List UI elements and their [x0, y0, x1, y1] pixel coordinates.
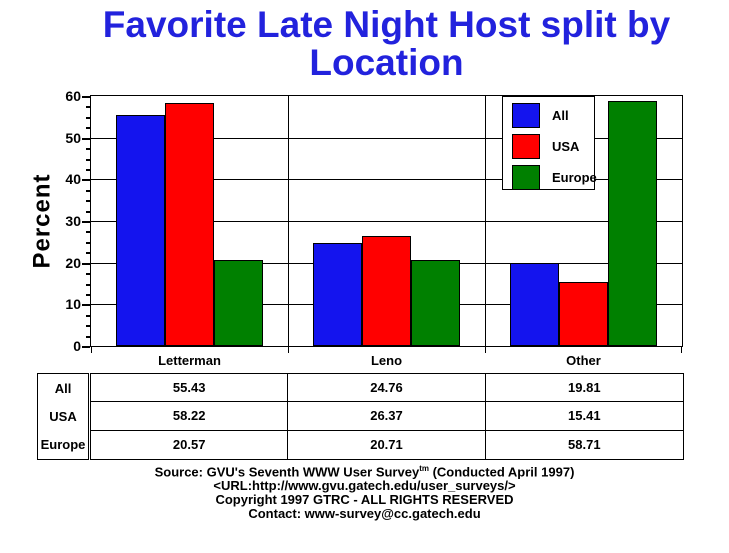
legend-label: Europe: [552, 170, 597, 185]
y-major-tick: [82, 96, 90, 98]
bar-usa-leno: [362, 236, 411, 346]
y-tick-label: 0: [73, 338, 81, 354]
table-row-header: All: [54, 380, 72, 396]
x-tick: [681, 347, 682, 353]
category-label: Other: [566, 353, 601, 368]
y-major-tick: [82, 138, 90, 140]
y-minor-tick: [86, 336, 90, 338]
x-tick: [91, 347, 92, 353]
table-cell: 19.81: [485, 374, 683, 403]
y-minor-tick: [86, 315, 90, 317]
gridline: [91, 138, 682, 139]
table-cell: 20.71: [288, 430, 486, 459]
y-minor-tick: [86, 200, 90, 202]
y-minor-tick: [86, 284, 90, 286]
y-tick-label: 10: [65, 296, 81, 312]
legend-label: All: [552, 108, 569, 123]
y-tick-label: 20: [65, 255, 81, 271]
legend-item-all: All: [512, 103, 569, 128]
table-cell: 58.71: [568, 437, 601, 453]
footer-source-line: Source: GVU's Seventh WWW User Surveytm …: [154, 464, 575, 480]
y-minor-tick: [86, 325, 90, 327]
legend-item-usa: USA: [512, 134, 579, 159]
y-minor-tick: [86, 169, 90, 171]
bar-europe-other: [608, 101, 657, 346]
footer: Source: GVU's Seventh WWW User Surveytm …: [0, 462, 729, 521]
category-label: Leno: [370, 353, 403, 368]
bar-all-letterman: [116, 115, 165, 346]
table-cell: 15.41: [485, 402, 683, 431]
footer-copyright-line: Copyright 1997 GTRC - ALL RIGHTS RESERVE…: [215, 492, 514, 508]
y-tick-label: 60: [65, 88, 81, 104]
plot-area: 0 10 20 30 40 50 60 Letterman Leno Other All USA Eur…: [65, 88, 683, 368]
y-minor-tick: [86, 159, 90, 161]
x-tick: [485, 347, 486, 353]
chart-title-line2: Location: [309, 42, 464, 83]
category-label: Letterman: [158, 353, 221, 368]
y-minor-tick: [86, 252, 90, 254]
bar-all-leno: [313, 243, 362, 346]
legend: All USA Europe: [502, 96, 597, 190]
gridline: [91, 179, 682, 180]
y-tick-label: 50: [65, 130, 81, 146]
bar-europe-leno: [411, 260, 460, 346]
y-major-tick: [82, 221, 90, 223]
table-row-header: Europe: [40, 437, 86, 453]
category-separator: [288, 96, 289, 346]
y-minor-tick: [86, 231, 90, 233]
chart-title: Favorite Late Night Host split by Locati…: [90, 6, 683, 82]
y-tick-label: 30: [65, 213, 81, 229]
y-minor-tick: [86, 273, 90, 275]
y-minor-tick: [86, 106, 90, 108]
y-major-tick: [82, 263, 90, 265]
legend-item-europe: Europe: [512, 165, 597, 190]
footer-contact-line: Contact: www-survey@cc.gatech.edu: [248, 506, 481, 522]
bar-europe-letterman: [214, 260, 263, 346]
y-minor-tick: [86, 211, 90, 213]
table-cell: 24.76: [288, 374, 486, 403]
usa-swatch-icon: [512, 134, 540, 159]
bar-all-other: [510, 263, 559, 346]
footer-url-line: <URL:http://www.gvu.gatech.edu/user_surv…: [213, 478, 516, 494]
y-minor-tick: [86, 190, 90, 192]
y-minor-tick: [86, 117, 90, 119]
y-major-tick: [82, 346, 90, 348]
category-separator: [485, 96, 486, 346]
y-minor-tick: [86, 148, 90, 150]
all-swatch-icon: [512, 103, 540, 128]
table-cell: 58.22: [91, 402, 289, 431]
gridline: [91, 221, 682, 222]
table-row-header-column: All USA Europe: [37, 373, 89, 460]
table-cell: 26.37: [288, 402, 486, 431]
chart-title-line1: Favorite Late Night Host split by: [102, 4, 671, 45]
data-table: 55.43 24.76 19.81 58.22 26.37 15.41 20.57 20.71…: [90, 373, 684, 460]
y-major-tick: [82, 304, 90, 306]
y-tick-label: 40: [65, 171, 81, 187]
europe-swatch-icon: [512, 165, 540, 190]
y-minor-tick: [86, 127, 90, 129]
bar-usa-letterman: [165, 103, 214, 346]
trademark-superscript: tm: [419, 464, 429, 473]
table-row-header: USA: [49, 408, 77, 424]
table-cell: 20.57: [91, 430, 289, 459]
y-minor-tick: [86, 294, 90, 296]
bar-usa-other: [559, 282, 608, 346]
x-tick: [288, 347, 289, 353]
table-cell: 55.43: [91, 374, 289, 403]
y-minor-tick: [86, 242, 90, 244]
legend-label: USA: [552, 139, 580, 154]
y-major-tick: [82, 179, 90, 181]
